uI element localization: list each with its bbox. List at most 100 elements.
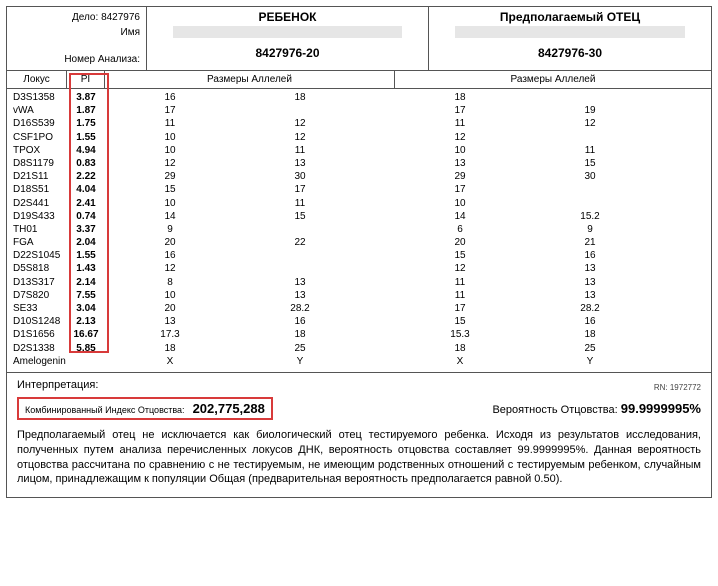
locus-name: D1S1656 <box>7 328 67 341</box>
pi-value: 1.55 <box>67 249 105 262</box>
pi-value: 0.74 <box>67 210 105 223</box>
child-allele-1: 10 <box>105 289 235 302</box>
child-allele-1: 12 <box>105 262 235 275</box>
loci-table-body: D3S13583.87161818vWA1.87171719D16S5391.7… <box>7 89 711 372</box>
interpretation-title: Интерпретация: <box>17 379 701 391</box>
father-allele-1: 11 <box>395 289 525 302</box>
child-allele-2: 15 <box>235 210 365 223</box>
pi-value: 4.94 <box>67 144 105 157</box>
child-allele-2: 13 <box>235 276 365 289</box>
child-allele-1: 16 <box>105 91 235 104</box>
child-allele-2: 11 <box>235 144 365 157</box>
table-header: Локус PI Размеры Аллелей Размеры Аллелей <box>7 71 711 89</box>
pi-value: 1.87 <box>67 104 105 117</box>
table-row: CSF1PO1.55101212 <box>7 131 711 144</box>
col-allele-child: Размеры Аллелей <box>105 71 395 88</box>
father-allele-1: 18 <box>395 342 525 355</box>
child-analysis-number: 8427976-20 <box>153 46 422 60</box>
father-allele-2 <box>525 197 655 210</box>
pi-value: 1.55 <box>67 131 105 144</box>
interpretation-section: Интерпретация: RN: 1972772 Комбинированн… <box>7 372 711 497</box>
child-allele-1: 20 <box>105 302 235 315</box>
locus-name: D10S1248 <box>7 315 67 328</box>
pi-value: 2.14 <box>67 276 105 289</box>
father-allele-2: 18 <box>525 328 655 341</box>
case-label: Дело: <box>72 12 98 23</box>
child-allele-2: 18 <box>235 328 365 341</box>
col-locus: Локус <box>7 71 67 88</box>
table-row: D19S4330.7414151415.2 <box>7 210 711 223</box>
locus-name: D3S1358 <box>7 91 67 104</box>
table-row: vWA1.87171719 <box>7 104 711 117</box>
child-allele-2: 18 <box>235 91 365 104</box>
child-allele-1: 16 <box>105 249 235 262</box>
child-allele-1: 9 <box>105 223 235 236</box>
child-allele-2: 12 <box>235 131 365 144</box>
father-allele-2: 19 <box>525 104 655 117</box>
locus-name: CSF1PO <box>7 131 67 144</box>
father-allele-2: 13 <box>525 276 655 289</box>
locus-name: D21S11 <box>7 170 67 183</box>
child-allele-1: 17 <box>105 104 235 117</box>
father-allele-2: 16 <box>525 249 655 262</box>
locus-name: SE33 <box>7 302 67 315</box>
father-allele-1: 11 <box>395 276 525 289</box>
father-name-redacted <box>455 26 685 38</box>
father-allele-1: 10 <box>395 144 525 157</box>
interpretation-paragraph: Предполагаемый отец не исключается как б… <box>17 428 701 487</box>
father-allele-2: 12 <box>525 117 655 130</box>
father-allele-1: 6 <box>395 223 525 236</box>
header-left: Дело: 8427976 Имя Номер Анализа: <box>7 7 147 70</box>
child-allele-1: 10 <box>105 197 235 210</box>
table-row: D8S11790.8312131315 <box>7 157 711 170</box>
child-allele-2 <box>235 223 365 236</box>
header-child: РЕБЕНОК 8427976-20 <box>147 7 429 70</box>
child-allele-1: 8 <box>105 276 235 289</box>
father-allele-1: 17 <box>395 104 525 117</box>
child-allele-2: 30 <box>235 170 365 183</box>
locus-name: D5S818 <box>7 262 67 275</box>
father-allele-1: 12 <box>395 262 525 275</box>
locus-name: D22S1045 <box>7 249 67 262</box>
child-allele-2 <box>235 262 365 275</box>
pi-value: 1.43 <box>67 262 105 275</box>
father-allele-2: Y <box>525 355 655 368</box>
father-allele-2: 13 <box>525 289 655 302</box>
father-allele-1: 15 <box>395 315 525 328</box>
locus-name: FGA <box>7 236 67 249</box>
table-row: D5S8181.43121213 <box>7 262 711 275</box>
table-row: FGA2.0420222021 <box>7 236 711 249</box>
table-row: D22S10451.55161516 <box>7 249 711 262</box>
locus-name: D7S820 <box>7 289 67 302</box>
child-allele-1: 18 <box>105 342 235 355</box>
child-allele-1: 12 <box>105 157 235 170</box>
locus-name: D8S1179 <box>7 157 67 170</box>
father-allele-2: 28.2 <box>525 302 655 315</box>
father-allele-1: 11 <box>395 117 525 130</box>
pi-value: 2.04 <box>67 236 105 249</box>
probability-value: 99.9999995% <box>621 401 701 416</box>
table-row: D21S112.2229302930 <box>7 170 711 183</box>
child-allele-2: 25 <box>235 342 365 355</box>
child-allele-1: 10 <box>105 144 235 157</box>
father-allele-1: 18 <box>395 91 525 104</box>
cpi-value: 202,775,288 <box>193 401 265 416</box>
table-row: D1S165616.6717.31815.318 <box>7 328 711 341</box>
father-allele-2 <box>525 131 655 144</box>
probability-label: Вероятность Отцовства: <box>492 404 617 416</box>
father-allele-1: 20 <box>395 236 525 249</box>
table-row: AmelogeninXYXY <box>7 355 711 368</box>
child-allele-2: 13 <box>235 157 365 170</box>
child-allele-2: 11 <box>235 197 365 210</box>
father-allele-2: 25 <box>525 342 655 355</box>
table-row: D13S3172.148131113 <box>7 276 711 289</box>
child-allele-2: 13 <box>235 289 365 302</box>
father-allele-2: 9 <box>525 223 655 236</box>
locus-name: D16S539 <box>7 117 67 130</box>
child-allele-2: Y <box>235 355 365 368</box>
child-allele-2 <box>235 104 365 117</box>
father-allele-1: 12 <box>395 131 525 144</box>
father-allele-2: 30 <box>525 170 655 183</box>
father-allele-1: 15.3 <box>395 328 525 341</box>
father-allele-1: 29 <box>395 170 525 183</box>
